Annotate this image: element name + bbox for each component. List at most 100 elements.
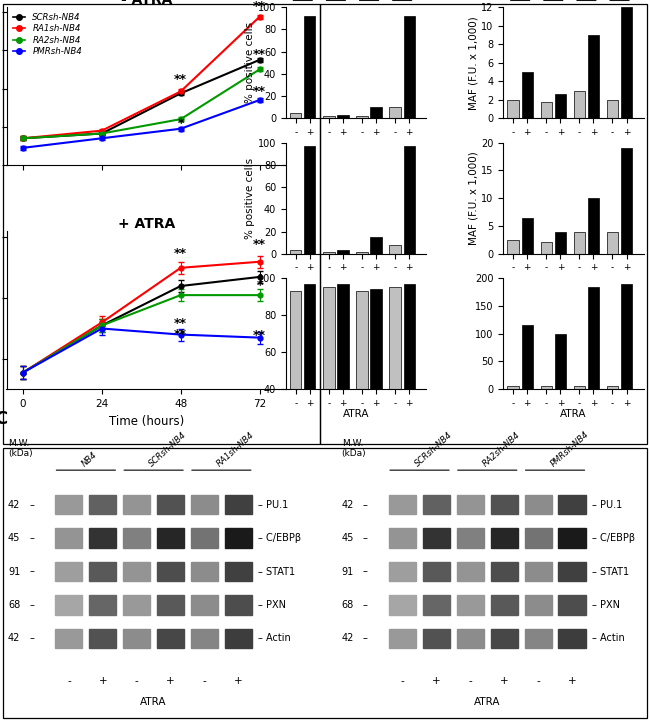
Bar (541, 242, 552, 253)
Title: + ATRA: + ATRA (118, 217, 175, 231)
Bar (55, 629, 83, 648)
Bar (55, 529, 83, 548)
Y-axis label: % positive cells: % positive cells (245, 157, 255, 239)
Bar (370, 107, 382, 118)
Text: 91: 91 (8, 567, 20, 577)
Y-axis label: % positive cells: % positive cells (245, 22, 255, 103)
Bar (55, 596, 83, 614)
Bar (157, 529, 184, 548)
Text: ATRA: ATRA (474, 697, 500, 707)
Bar (525, 529, 552, 548)
Text: -: - (67, 676, 71, 686)
Bar (356, 291, 368, 464)
Bar (457, 596, 484, 614)
Bar (370, 290, 382, 464)
Bar (337, 251, 348, 253)
Text: **: ** (174, 73, 187, 86)
Text: –: – (363, 500, 368, 510)
Text: –: – (363, 600, 368, 610)
X-axis label: ATRA: ATRA (560, 409, 587, 419)
Bar (607, 232, 618, 253)
Bar (323, 116, 335, 118)
Text: –: – (29, 600, 34, 610)
Text: NB4: NB4 (80, 451, 99, 469)
Text: 45: 45 (342, 533, 354, 543)
Bar (304, 16, 315, 118)
Text: –: – (363, 633, 368, 643)
Text: **: ** (174, 328, 187, 341)
Bar (389, 562, 416, 581)
Bar (356, 251, 368, 253)
Text: **: ** (253, 48, 266, 61)
Bar (588, 287, 599, 389)
Bar (89, 629, 116, 648)
Bar (123, 629, 150, 648)
Bar (389, 107, 401, 118)
Text: SCRsh-NB4: SCRsh-NB4 (148, 430, 188, 469)
Bar (404, 146, 415, 253)
Bar (304, 284, 315, 464)
Text: **: ** (174, 317, 187, 330)
Bar (558, 629, 586, 648)
Bar (337, 115, 348, 118)
Bar (356, 116, 368, 118)
Bar (191, 562, 218, 581)
Text: +: + (99, 676, 107, 686)
Bar (491, 495, 518, 515)
Bar (574, 386, 585, 389)
Text: ATRA: ATRA (140, 697, 167, 707)
X-axis label: ATRA: ATRA (343, 409, 369, 419)
Bar (89, 529, 116, 548)
Bar (457, 495, 484, 515)
Text: RA2sh-NB4: RA2sh-NB4 (481, 430, 522, 469)
Bar (508, 386, 519, 389)
Bar (123, 529, 150, 548)
Text: **: ** (253, 0, 266, 13)
Text: +: + (166, 676, 175, 686)
Bar (521, 217, 533, 253)
Bar (525, 596, 552, 614)
Bar (607, 100, 618, 118)
Text: 42: 42 (8, 500, 20, 510)
Text: –: – (29, 500, 34, 510)
Text: – PU.1: – PU.1 (258, 500, 289, 510)
Text: 42: 42 (342, 500, 354, 510)
Bar (525, 495, 552, 515)
Bar (607, 386, 618, 389)
Text: – C/EBPβ: – C/EBPβ (592, 533, 635, 543)
Bar (423, 596, 450, 614)
Text: – STAT1: – STAT1 (258, 567, 295, 577)
Bar (574, 90, 585, 118)
Bar (621, 148, 632, 253)
Bar (123, 596, 150, 614)
Text: M.W.
(kDa): M.W. (kDa) (342, 439, 367, 458)
Text: -: - (536, 676, 540, 686)
Bar (554, 94, 566, 118)
Text: – Actin: – Actin (592, 633, 625, 643)
Bar (323, 251, 335, 253)
Text: –: – (363, 533, 368, 543)
Bar (588, 35, 599, 118)
Text: 42: 42 (342, 633, 354, 643)
Title: - ATRA: - ATRA (120, 0, 172, 7)
Text: 68: 68 (8, 600, 20, 610)
Bar (225, 562, 252, 581)
Text: +: + (567, 676, 577, 686)
Bar (541, 386, 552, 389)
Bar (225, 596, 252, 614)
Text: –: – (29, 567, 34, 577)
Bar (157, 596, 184, 614)
Bar (558, 529, 586, 548)
Y-axis label: MAF (F.U. x 1,000): MAF (F.U. x 1,000) (469, 16, 478, 110)
Bar (525, 629, 552, 648)
Text: RA1sh-NB4: RA1sh-NB4 (215, 430, 256, 469)
Text: – Actin: – Actin (258, 633, 291, 643)
Legend: SCRsh-NB4, RA1sh-NB4, RA2sh-NB4, PMRsh-NB4: SCRsh-NB4, RA1sh-NB4, RA2sh-NB4, PMRsh-N… (11, 12, 84, 58)
Bar (290, 291, 302, 464)
Bar (55, 562, 83, 581)
Text: 68: 68 (342, 600, 354, 610)
Bar (225, 529, 252, 548)
Bar (225, 495, 252, 515)
Bar (508, 240, 519, 253)
Text: +: + (432, 676, 441, 686)
